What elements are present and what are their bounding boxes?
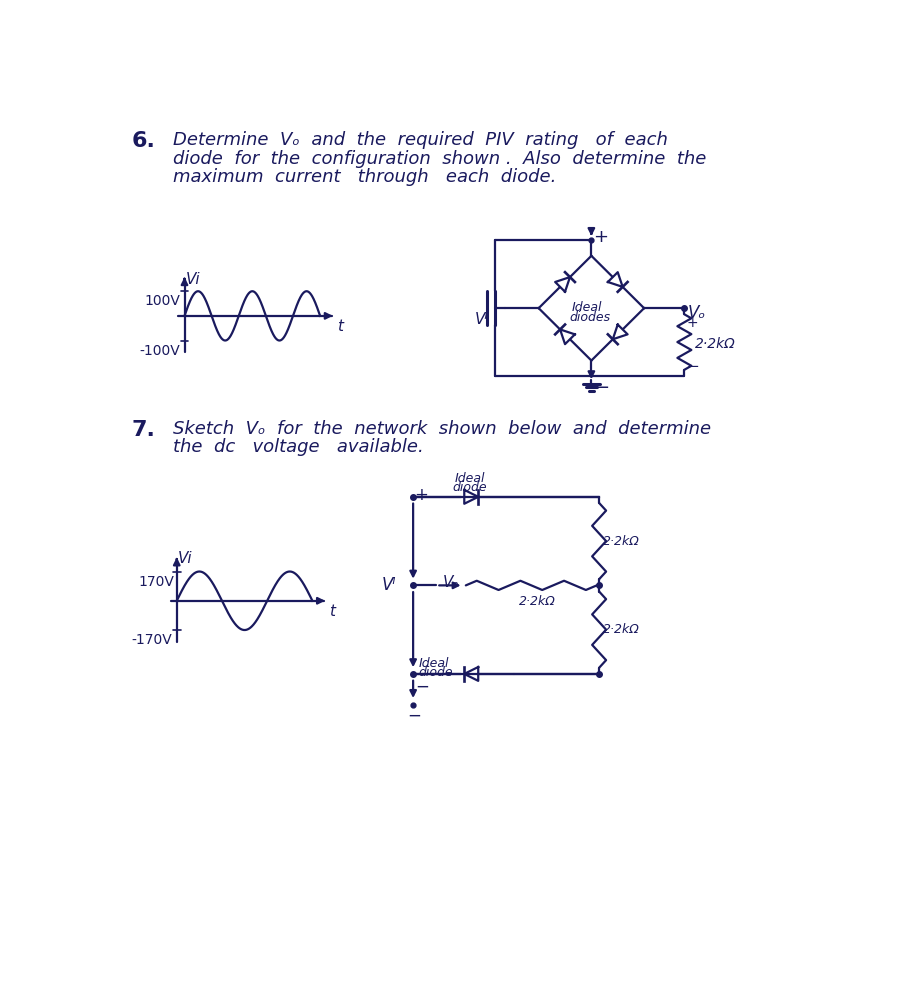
Text: -100V: -100V — [140, 344, 180, 358]
Text: Ideal: Ideal — [571, 301, 601, 315]
Text: 2·2kΩ: 2·2kΩ — [603, 535, 640, 548]
Text: +: + — [687, 316, 699, 330]
Text: -170V: -170V — [132, 633, 173, 647]
Text: 170V: 170V — [138, 575, 174, 589]
Text: Vₒ: Vₒ — [688, 304, 706, 322]
Text: diode  for  the  configuration  shown .  Also  determine  the: diode for the configuration shown . Also… — [173, 149, 706, 167]
Text: Sketch  Vₒ  for  the  network  shown  below  and  determine: Sketch Vₒ for the network shown below an… — [173, 420, 711, 438]
Text: 2·2kΩ: 2·2kΩ — [695, 338, 736, 352]
Text: t: t — [337, 319, 343, 334]
Text: Vᴵ: Vᴵ — [382, 577, 397, 595]
Text: Ideal: Ideal — [419, 657, 449, 670]
Text: 2·2kΩ: 2·2kΩ — [520, 595, 556, 608]
Text: t: t — [330, 604, 335, 619]
Text: 2·2kΩ: 2·2kΩ — [603, 623, 640, 636]
Text: the  dc   voltage   available.: the dc voltage available. — [173, 438, 423, 456]
Text: Determine  Vₒ  and  the  required  PIV  rating   of  each: Determine Vₒ and the required PIV rating… — [173, 131, 667, 149]
Text: diode: diode — [453, 481, 487, 494]
Text: Vₒ: Vₒ — [442, 575, 459, 590]
Text: −: − — [594, 379, 609, 397]
Text: diodes: diodes — [570, 312, 610, 325]
Text: −: − — [687, 359, 700, 374]
Text: diode: diode — [419, 666, 453, 679]
Text: 100V: 100V — [144, 294, 180, 309]
Text: Vi: Vi — [186, 272, 201, 287]
Text: 6.: 6. — [132, 131, 156, 151]
Text: maximum  current   through   each  diode.: maximum current through each diode. — [173, 168, 556, 186]
Text: Ideal: Ideal — [454, 472, 485, 485]
Text: Vᴵ: Vᴵ — [475, 312, 488, 327]
Text: 7.: 7. — [132, 420, 156, 440]
Text: −: − — [407, 706, 420, 724]
Text: +: + — [415, 486, 429, 504]
Text: Vi: Vi — [178, 552, 193, 567]
Text: +: + — [593, 228, 608, 246]
Text: −: − — [416, 677, 430, 696]
